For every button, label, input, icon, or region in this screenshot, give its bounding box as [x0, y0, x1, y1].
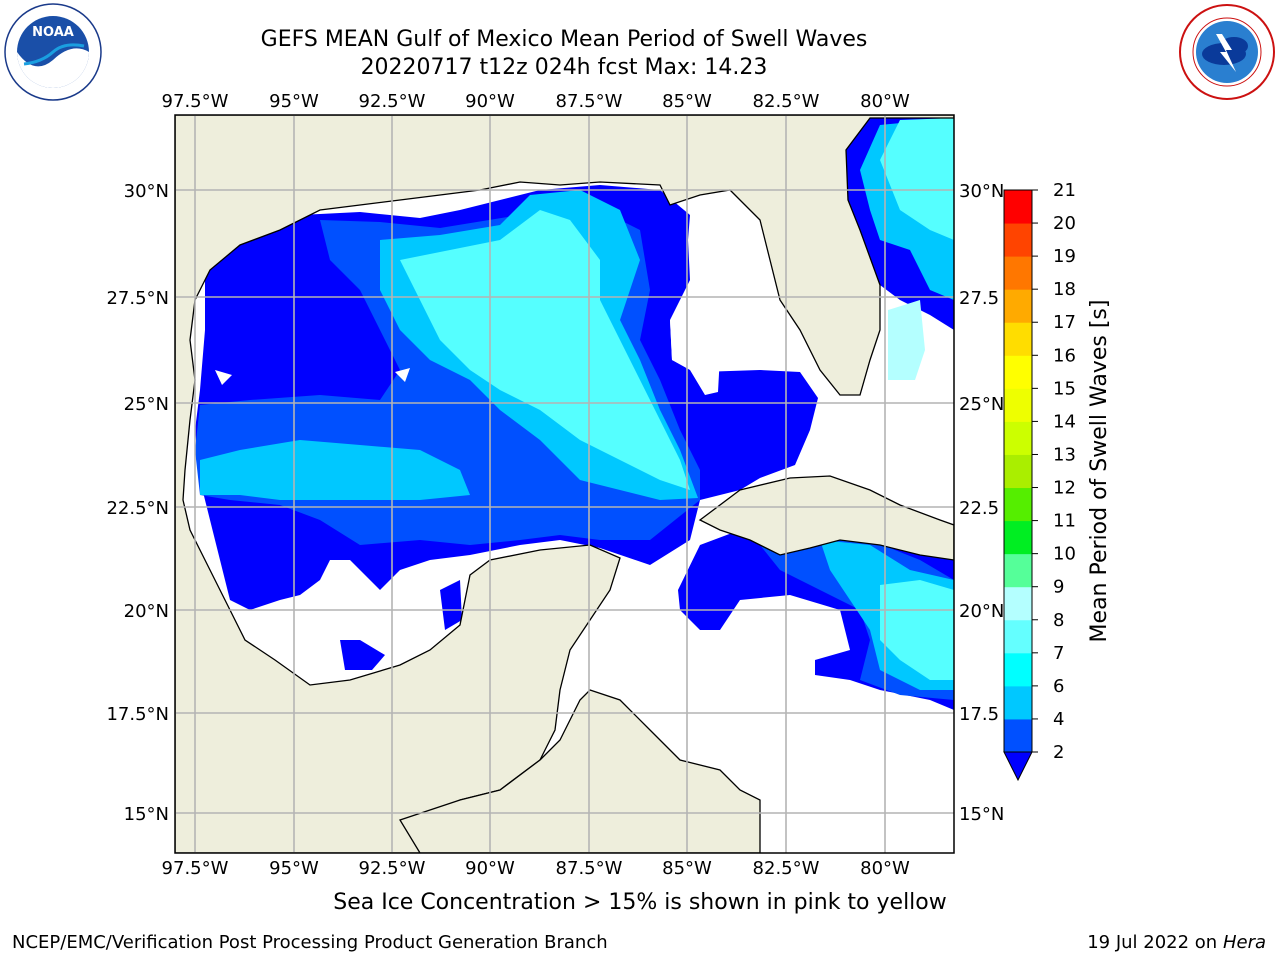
lat-label-right: 30°N [959, 181, 1004, 202]
sea-ice-caption: Sea Ice Concentration > 15% is shown in … [333, 890, 947, 915]
colorbar-tick-label: 18 [1053, 279, 1076, 300]
lat-label-right: 22.5 [959, 498, 999, 519]
lon-label-top: 97.5°W [162, 91, 229, 112]
colorbar-tick-label: 10 [1053, 544, 1076, 565]
lat-label-left: 17.5°N [106, 704, 169, 725]
colorbar-segment [1004, 685, 1032, 720]
lon-label-top: 90°W [465, 91, 515, 112]
colorbar-segment [1004, 355, 1032, 389]
lat-label-right: 27.5 [959, 288, 999, 309]
lon-label-top: 85°W [662, 91, 712, 112]
colorbar-tick-label: 7 [1053, 643, 1064, 664]
lon-label-top: 80°W [860, 91, 910, 112]
swell-cyan-west [200, 440, 470, 500]
lat-label-left: 22.5°N [106, 498, 169, 519]
colorbar-tick-label: 17 [1053, 312, 1076, 333]
colorbar-tick-label: 14 [1053, 411, 1076, 432]
swell-atlantic-lightcyan [880, 118, 954, 240]
colorbar-tick-label: 9 [1053, 577, 1064, 598]
colorbar-segment [1004, 190, 1032, 224]
lat-label-left: 15°N [124, 804, 169, 825]
colorbar-tick-label: 19 [1053, 246, 1076, 267]
lat-label-right: 17.5 [959, 704, 999, 725]
swell-light-cyan [400, 210, 690, 490]
chart-subtitle: 20220717 t12z 024h fcst Max: 14.23 [360, 55, 768, 80]
colorbar-segment [1004, 487, 1032, 522]
swell-blue-gulf-sw [440, 580, 462, 630]
lon-label-top: 87.5°W [556, 91, 623, 112]
colorbar-segment [1004, 454, 1032, 489]
colorbar-tick-label: 6 [1053, 676, 1064, 697]
swell-blue-gulf-south [340, 640, 385, 670]
swell-bahamas [888, 300, 925, 380]
land-cuba [698, 475, 954, 561]
colorbar-segment [1004, 421, 1032, 455]
colorbar-frame [1003, 189, 1033, 753]
colorbar-segment [1004, 619, 1032, 654]
colorbar-segment [1004, 553, 1032, 588]
map-frame [174, 114, 955, 854]
colorbar-segment [1004, 520, 1032, 555]
colorbar-tick-label: 12 [1053, 478, 1076, 499]
lat-label-left: 20°N [124, 601, 169, 622]
footer-host: Hera [1222, 932, 1266, 953]
lat-label-right: 15°N [959, 804, 1004, 825]
colorbar: 2 4 6 7 8 9 10 11 12 13 14 15 16 17 18 19 20 21 [1003, 180, 1076, 782]
colorbar-tick-label: 16 [1053, 345, 1076, 366]
colorbar-tick-label: 20 [1053, 213, 1076, 234]
colorbar-extend-arrow [1003, 751, 1033, 782]
lon-label-bottom: 90°W [465, 858, 515, 879]
footer-date: 19 Jul 2022 on Hera [1087, 932, 1266, 953]
footer-credit: NCEP/EMC/Verification Post Processing Pr… [12, 932, 608, 953]
colorbar-tick-label: 15 [1053, 378, 1076, 399]
footer-date-text: 19 Jul 2022 on [1087, 932, 1223, 953]
nws-logo-icon [1179, 4, 1275, 100]
lon-label-bottom: 87.5°W [556, 858, 623, 879]
colorbar-segment [1004, 223, 1032, 257]
lon-label-bottom: 92.5°W [359, 858, 426, 879]
lat-label-right: 25°N [959, 394, 1004, 415]
lat-label-left: 30°N [124, 181, 169, 202]
colorbar-tick-label: 11 [1053, 511, 1076, 532]
colorbar-segment [1004, 289, 1032, 323]
lon-label-top: 95°W [269, 91, 319, 112]
lat-label-left: 27.5°N [106, 288, 169, 309]
colorbar-segment [1004, 388, 1032, 422]
chart-title: GEFS MEAN Gulf of Mexico Mean Period of … [260, 27, 868, 52]
colorbar-tick-label: 13 [1053, 444, 1076, 465]
colorbar-tick-label: 4 [1053, 709, 1064, 730]
noaa-logo-text: NOAA [32, 25, 74, 40]
lon-label-bottom: 85°W [662, 858, 712, 879]
map-gridlines [175, 115, 954, 853]
colorbar-tick-label: 8 [1053, 610, 1064, 631]
colorbar-segment [1004, 586, 1032, 621]
lon-label-top: 92.5°W [359, 91, 426, 112]
colorbar-segment [1004, 322, 1032, 356]
lat-label-left: 25°N [124, 394, 169, 415]
lon-label-bottom: 82.5°W [753, 858, 820, 879]
colorbar-segment [1004, 256, 1032, 290]
noaa-logo-icon: NOAA [4, 3, 102, 101]
colorbar-segment [1004, 718, 1032, 753]
lon-label-bottom: 95°W [269, 858, 319, 879]
colorbar-segment [1004, 652, 1032, 687]
colorbar-tick-label: 2 [1053, 742, 1064, 763]
lon-label-top: 82.5°W [753, 91, 820, 112]
colorbar-label: Mean Period of Swell Waves [s] [1087, 300, 1112, 643]
colorbar-tick-label: 21 [1053, 180, 1076, 201]
swell-caribbean-lightcyan [880, 580, 954, 680]
lon-label-bottom: 80°W [860, 858, 910, 879]
lat-label-right: 20°N [959, 601, 1004, 622]
lon-label-bottom: 97.5°W [162, 858, 229, 879]
